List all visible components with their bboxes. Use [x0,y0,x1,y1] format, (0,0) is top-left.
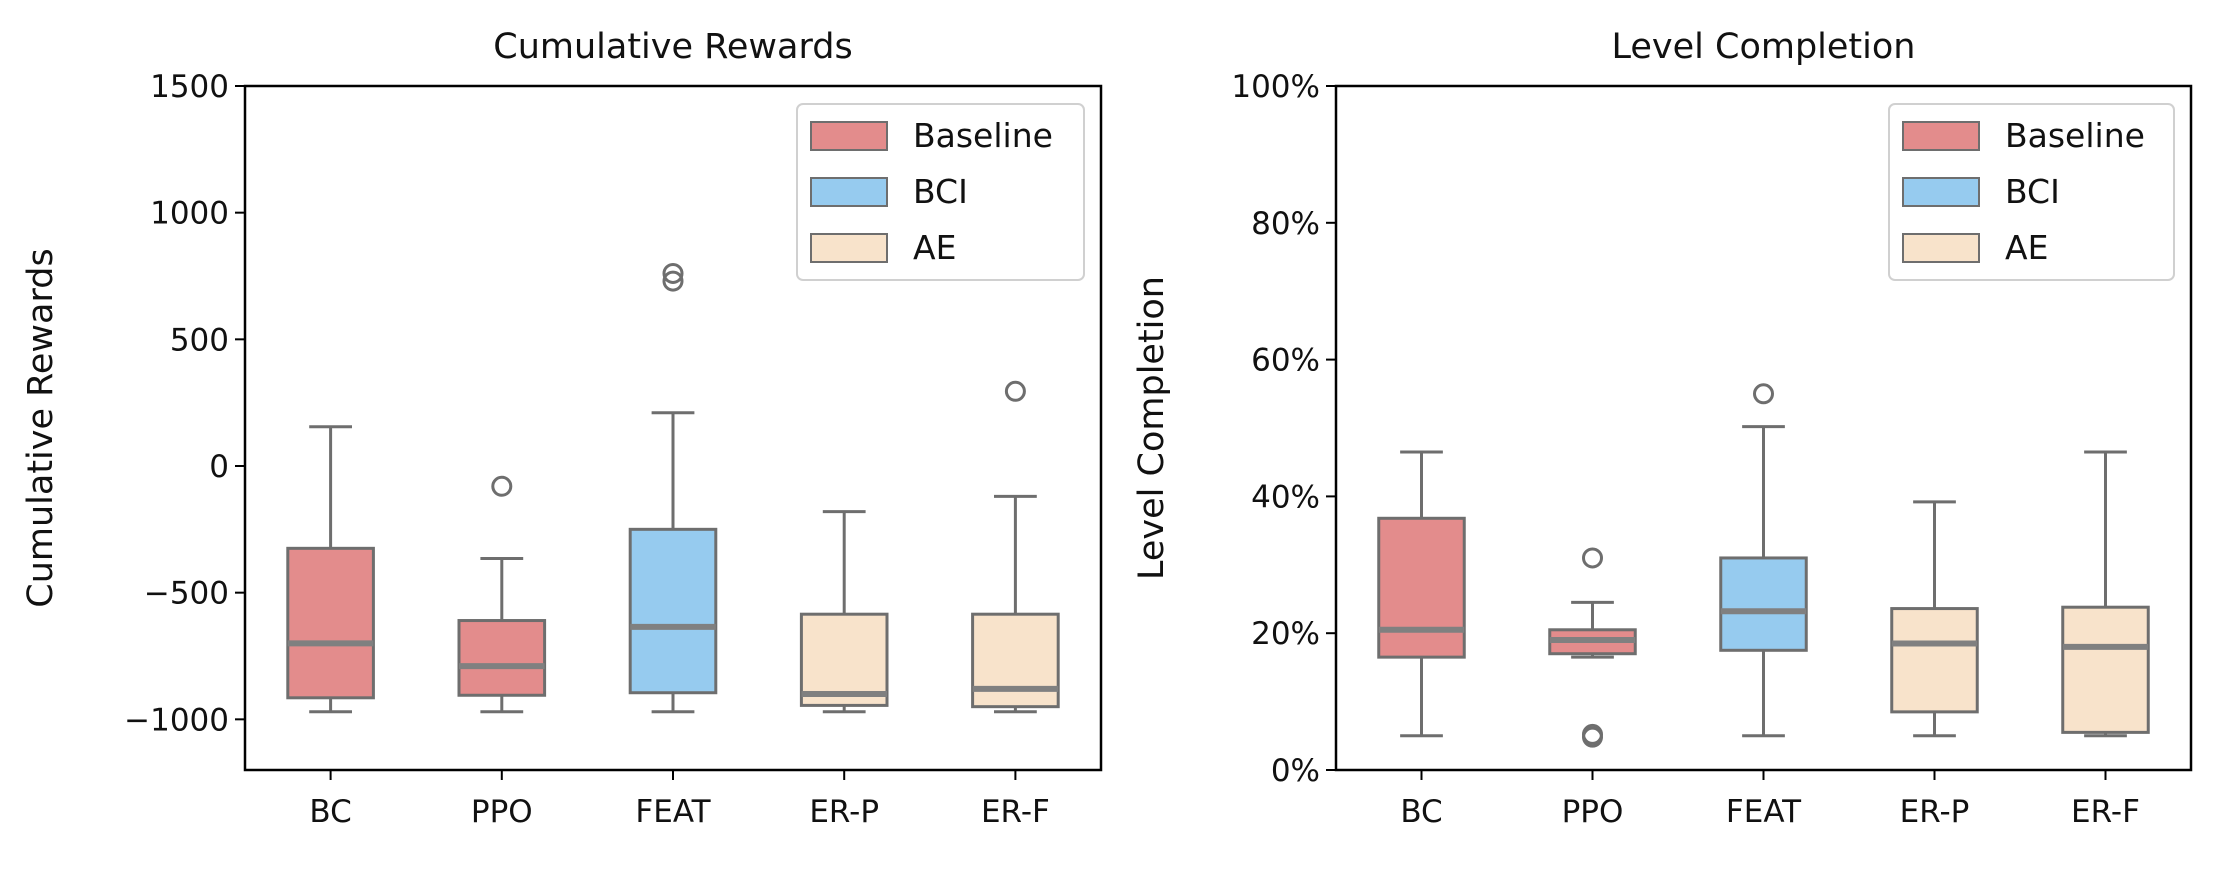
y-tick-label: 1000 [150,196,229,232]
y-tick-label: 0 [209,449,229,485]
y-tick-label: 0% [1271,753,1320,789]
x-tick-label: FEAT [635,794,711,830]
plot-frame [1334,84,2193,772]
x-tick-label: PPO [1562,794,1624,830]
box-er-p [1890,607,1979,714]
x-tick-label: ER-P [809,794,879,830]
box-ppo [457,619,547,697]
box-bc [286,546,375,700]
y-tick-label: 500 [170,322,229,358]
legend-label: Baseline [2005,116,2145,155]
outlier-point [1582,726,1603,748]
x-tick-label: ER-F [2071,794,2140,830]
outlier-point [1753,383,1774,405]
x-tick-label: FEAT [1726,794,1802,830]
box-er-f [2061,605,2150,734]
box-er-p [799,612,889,707]
box-bc [1377,516,1466,659]
y-tick-label: 20% [1251,616,1320,652]
box-feat [1719,556,1808,652]
x-tick-label: BC [309,794,351,830]
y-tick-label: 40% [1251,479,1320,515]
legend-label: Baseline [913,116,1053,155]
y-axis-label: Level Completion [1132,276,1172,580]
legend-label: AE [913,228,956,267]
chart-title: Cumulative Rewards [493,27,852,67]
panel-cumulative-rewards: Cumulative Rewards Cumulative Rewards −100… [21,27,1103,830]
outlier-point [662,270,684,292]
legend-swatch [1902,233,1980,263]
y-tick-label: 100% [1231,69,1320,105]
legend-swatch [1902,177,1980,207]
legend-swatch [810,177,888,207]
plot-frame [243,84,1103,772]
box-er-f [971,612,1060,709]
panel-level-completion: Level Completion Level Completion 0% 20% 40%… [1132,27,2193,830]
y-tick-label: 80% [1251,206,1320,242]
outlier-point [662,262,684,284]
x-tick-label: BC [1400,794,1442,830]
box-feat [628,527,718,695]
y-tick-label: −500 [144,576,229,612]
x-tick-label: ER-F [981,794,1050,830]
legend-label: BCI [2005,172,2060,211]
legend-label: AE [2005,228,2048,267]
chart-title: Level Completion [1612,27,1916,67]
y-tick-label: 1500 [150,69,229,105]
outlier-point [491,475,513,497]
x-tick-label: ER-P [1900,794,1970,830]
outlier-point [1004,380,1026,402]
y-tick-label: −1000 [124,702,229,738]
legend-swatch [810,121,888,151]
x-tick-label: PPO [471,794,533,830]
outlier-point [1582,547,1603,569]
legend-swatch [1902,121,1980,151]
legend-label: BCI [913,172,968,211]
y-tick-label: 60% [1251,343,1320,379]
y-axis-label: Cumulative Rewards [21,248,61,607]
legend-swatch [810,233,888,263]
